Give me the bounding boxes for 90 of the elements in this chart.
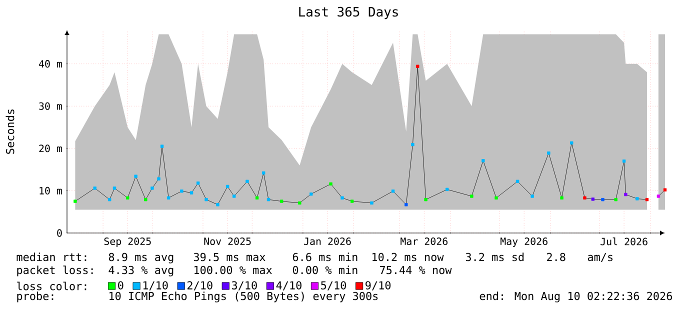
point: [636, 197, 639, 200]
y-tick-label: 30 m: [39, 102, 62, 110]
point: [583, 196, 586, 200]
text: 10.2 ms now: [372, 252, 444, 262]
legend-label: 0: [118, 281, 124, 290]
point: [298, 201, 302, 205]
point: [656, 194, 660, 198]
text: 8.9 ms avg: [108, 252, 174, 264]
point: [482, 159, 485, 162]
text: 6.6 ms min: [292, 252, 358, 262]
point: [204, 198, 208, 202]
point: [530, 194, 534, 198]
legend-label: 1/10: [143, 281, 168, 290]
text: 10 ICMP Echo Pings (500 Bytes) every 300s: [110, 292, 378, 302]
legend-label: 9/10: [366, 281, 391, 290]
y-tick-label: 0: [57, 229, 62, 237]
text: 2.8: [547, 252, 566, 262]
legend-label: 5/10: [321, 281, 346, 290]
point: [134, 174, 138, 178]
point: [446, 188, 449, 192]
point: [93, 186, 96, 190]
point: [404, 203, 408, 206]
point: [622, 160, 626, 163]
x-tick-label: Mar 2026: [400, 238, 448, 246]
point: [150, 186, 154, 190]
legend-label: 2/10: [187, 281, 212, 290]
legend-label: 4/10: [276, 281, 302, 290]
point: [232, 194, 236, 198]
text: end: Mon Aug 10 02:22:36 2026: [480, 292, 672, 302]
point: [614, 198, 618, 202]
chart-title: Last 365 Days: [299, 6, 398, 20]
point: [624, 192, 628, 196]
point: [570, 141, 574, 145]
text: median rtt:: [16, 252, 86, 262]
point: [157, 177, 160, 180]
point: [494, 196, 498, 200]
point: [424, 198, 428, 202]
point: [516, 180, 520, 183]
point: [645, 198, 649, 202]
x-tick-label: Sep 2025: [104, 238, 151, 247]
x-tick-label: May 2026: [500, 238, 548, 247]
text: 39.5 ms max: [194, 252, 266, 262]
point: [160, 144, 164, 148]
text: 100.00 % max: [194, 266, 272, 274]
point: [416, 64, 420, 68]
point: [601, 198, 604, 202]
point: [591, 198, 595, 201]
point: [126, 196, 130, 200]
text: 75.44 % now: [380, 266, 452, 274]
y-tick-label: 10 m: [40, 186, 62, 194]
point: [329, 182, 332, 186]
point: [310, 192, 313, 196]
point: [340, 196, 344, 200]
point: [391, 190, 395, 193]
point: [255, 196, 259, 200]
text: 4.33 % avg: [108, 266, 174, 276]
text: 0.00 % min: [292, 266, 358, 274]
point: [166, 196, 170, 200]
point: [663, 188, 667, 192]
x-tick-label: Nov 2025: [204, 238, 251, 246]
text: probe:: [17, 292, 54, 302]
point: [108, 198, 112, 202]
point: [470, 194, 474, 198]
legend-title: loss color:: [17, 282, 86, 290]
point: [144, 198, 148, 202]
point: [280, 200, 284, 203]
point: [560, 196, 564, 200]
point: [196, 182, 200, 185]
text: am/s: [588, 253, 613, 262]
point: [370, 201, 374, 205]
y-tick-label: 20 m: [39, 144, 62, 152]
point: [266, 198, 270, 202]
point: [262, 171, 266, 175]
text: packet loss:: [17, 266, 93, 276]
x-tick-label: Jan 2026: [304, 238, 351, 246]
point: [226, 184, 230, 188]
point: [547, 151, 550, 155]
y-axis-title: Seconds: [6, 109, 14, 154]
point: [216, 203, 220, 206]
point: [411, 143, 414, 146]
text: 3.2 ms sd: [466, 252, 524, 262]
legend-label: 3/10: [232, 281, 257, 290]
point: [246, 180, 249, 183]
point: [74, 200, 77, 203]
y-tick-label: 40 m: [38, 60, 62, 68]
x-tick-label: Jul 2026: [600, 238, 648, 246]
point: [350, 200, 354, 203]
point: [190, 191, 194, 194]
point: [180, 190, 184, 193]
point: [112, 186, 116, 190]
